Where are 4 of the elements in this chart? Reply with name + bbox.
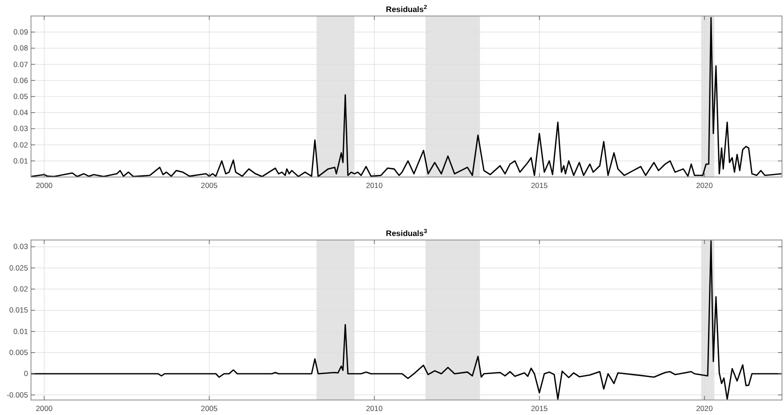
chart-title: Residuals$^{3}$: [386, 228, 428, 238]
line-series: [30, 16, 782, 178]
chart-title: Residuals$^{2}$: [386, 4, 428, 14]
line-series: [30, 240, 782, 400]
